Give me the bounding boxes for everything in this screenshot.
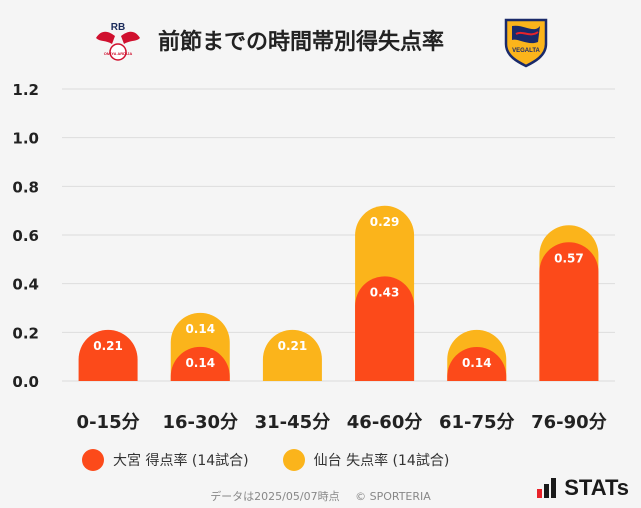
bar-home xyxy=(447,346,507,381)
y-tick-label: 0.2 xyxy=(12,324,39,342)
y-tick-label: 1.0 xyxy=(12,130,39,148)
x-tick-label: 61-75分 xyxy=(439,412,515,433)
x-tick-label: 16-30分 xyxy=(162,412,238,433)
legend-label-home: 大宮 得点率 (14試合) xyxy=(113,453,249,469)
svg-text:VEGALTA: VEGALTA xyxy=(512,48,540,54)
data-label: 0.57 xyxy=(554,251,584,265)
y-tick-label: 0.6 xyxy=(12,227,39,245)
y-tick-label: 0.8 xyxy=(12,178,39,196)
data-label: 0.14 xyxy=(462,356,492,370)
data-label: 0.43 xyxy=(370,285,400,299)
y-tick-label: 0.4 xyxy=(12,276,39,294)
y-tick-label: 1.2 xyxy=(12,81,39,99)
svg-text:OMIYA ARDIJA: OMIYA ARDIJA xyxy=(104,51,133,56)
copyright: © SPORTERIA xyxy=(355,490,431,503)
data-date: データは2025/05/07時点 xyxy=(210,490,340,503)
bar-home xyxy=(78,329,138,381)
grid-lines xyxy=(62,88,615,382)
legend-item-away: 仙台 失点率 (14試合) xyxy=(282,449,450,471)
home-team-logo: RB OMIYA ARDIJA xyxy=(96,22,140,61)
data-label: 0.29 xyxy=(370,215,400,229)
legend-swatch-away xyxy=(282,449,305,471)
chart-title: 前節までの時間帯別得失点率 xyxy=(158,30,445,55)
legend-item-home: 大宮 得点率 (14試合) xyxy=(82,449,249,471)
y-tick-label: 0.0 xyxy=(12,373,39,391)
data-label: 0.21 xyxy=(278,339,308,353)
bars xyxy=(78,205,599,381)
legend: 大宮 得点率 (14試合) 仙台 失点率 (14試合) xyxy=(82,449,483,471)
legend-swatch-home xyxy=(82,449,104,471)
x-tick-label: 46-60分 xyxy=(347,412,423,433)
x-tick-label: 0-15分 xyxy=(77,412,140,433)
bar-home xyxy=(170,346,230,381)
data-label: 0.14 xyxy=(185,356,215,370)
y-axis-ticks: 0.0 0.2 0.4 0.6 0.8 1.0 1.2 xyxy=(12,81,39,391)
stats-logo: STATs xyxy=(537,475,629,501)
x-tick-label: 31-45分 xyxy=(255,412,331,433)
svg-text:RB: RB xyxy=(111,22,125,33)
x-axis-ticks: 0-15分 16-30分 31-45分 46-60分 61-75分 76-90分 xyxy=(77,412,607,433)
away-team-logo: VEGALTA xyxy=(504,18,548,68)
x-tick-label: 76-90分 xyxy=(531,412,607,433)
stats-logo-text: STATs xyxy=(564,475,629,500)
legend-label-away: 仙台 失点率 (14試合) xyxy=(313,453,450,469)
bar-home xyxy=(539,242,599,381)
bar-home xyxy=(355,276,415,381)
stats-bars-icon xyxy=(537,478,558,498)
data-labels: 0.21 0.14 0.14 0.21 0.43 0.29 0.14 0.57 xyxy=(93,215,583,370)
data-label: 0.14 xyxy=(185,322,215,336)
footer: データは2025/05/07時点 © SPORTERIA xyxy=(0,488,641,504)
data-label: 0.21 xyxy=(93,339,123,353)
bar-away xyxy=(262,329,322,381)
